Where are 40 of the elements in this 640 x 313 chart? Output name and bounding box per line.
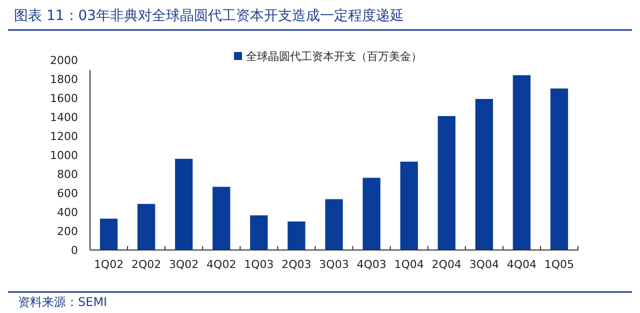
bar: [137, 204, 156, 250]
bar: [512, 75, 531, 250]
x-tick-label: 1Q03: [244, 258, 274, 271]
y-tick-label: 1200: [50, 130, 78, 143]
chart-title: 图表 11：03年非典对全球晶圆代工资本开支造成一定程度递延: [14, 8, 404, 24]
bar: [288, 222, 306, 250]
bar: [175, 158, 193, 250]
x-tick-label: 3Q03: [319, 258, 349, 271]
x-tick-label: 4Q04: [506, 258, 537, 271]
x-tick-label: 1Q05: [544, 258, 574, 271]
x-tick-label: 4Q02: [206, 258, 236, 271]
bar: [475, 98, 493, 250]
legend-label: 全球晶圆代工资本开支（百万美金）: [246, 50, 422, 63]
bar: [400, 162, 418, 250]
x-tick-label: 1Q04: [394, 258, 424, 271]
y-tick-label: 1400: [50, 111, 78, 124]
bar: [438, 116, 456, 250]
x-tick-label: 2Q03: [282, 258, 312, 271]
x-tick-label: 2Q02: [131, 258, 162, 271]
bar: [362, 178, 380, 250]
bar: [100, 218, 118, 250]
y-tick-label: 2000: [50, 54, 78, 67]
x-tick-label: 3Q02: [169, 258, 199, 271]
y-tick-label: 200: [57, 225, 78, 238]
y-tick-label: 1600: [50, 92, 78, 105]
y-tick-label: 400: [57, 206, 78, 219]
y-tick-label: 1000: [50, 149, 78, 162]
text: 资料来源：SEMI: [18, 295, 108, 309]
x-tick-label: 4Q03: [356, 258, 386, 271]
x-tick-label: 3Q04: [469, 258, 499, 271]
y-tick-label: 1800: [50, 73, 78, 86]
x-tick-label: 2Q04: [432, 258, 462, 271]
y-tick-label: 0: [71, 244, 78, 257]
bar: [212, 186, 230, 250]
bar: [325, 199, 343, 250]
x-tick-label: 1Q02: [94, 258, 124, 271]
y-tick-label: 600: [57, 187, 78, 200]
bar: [550, 88, 568, 250]
y-tick-label: 800: [57, 168, 78, 181]
bar: [250, 215, 268, 250]
